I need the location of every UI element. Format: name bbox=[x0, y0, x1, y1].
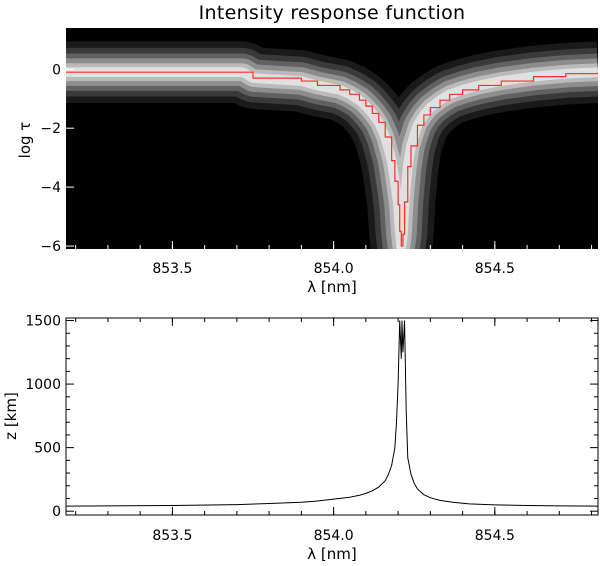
bottom-y-tick-label: 1000 bbox=[25, 377, 61, 393]
top-y-axis-label: log τ bbox=[16, 122, 34, 159]
bottom-x-tick-label: 854.0 bbox=[314, 528, 354, 544]
max-response-line bbox=[66, 71, 598, 247]
top-x-tick-label: 853.5 bbox=[152, 261, 192, 277]
bottom-y-tick-label: 1500 bbox=[25, 314, 61, 330]
height-panel: 853.5 854.0 854.5 0 500 1000 1500 λ [nm] z [k… bbox=[2, 314, 599, 563]
heatmap-background bbox=[66, 28, 598, 249]
bottom-x-tick-label: 854.5 bbox=[475, 528, 515, 544]
top-x-tick-label: 854.0 bbox=[314, 261, 354, 277]
top-x-axis: 853.5 854.0 854.5 bbox=[75, 241, 593, 277]
bottom-x-tick-label: 853.5 bbox=[152, 528, 192, 544]
top-y-tick-label: −2 bbox=[40, 121, 61, 137]
top-y-tick-label: −6 bbox=[40, 239, 61, 255]
bottom-y-axis-label: z [km] bbox=[2, 392, 20, 440]
top-x-axis-label: λ [nm] bbox=[307, 278, 356, 296]
chart-title: Intensity response function bbox=[199, 2, 466, 24]
top-y-tick-label: 0 bbox=[52, 62, 61, 78]
response-panel: Intensity response function 853.5 854.0 85… bbox=[16, 2, 598, 296]
height-series-group bbox=[66, 320, 598, 507]
bottom-y-axis: 0 500 1000 1500 bbox=[25, 314, 598, 520]
max-response-line-group bbox=[66, 71, 598, 247]
bottom-x-axis-label: λ [nm] bbox=[307, 545, 356, 563]
bottom-y-tick-label: 0 bbox=[52, 504, 61, 520]
bottom-y-tick-label: 500 bbox=[34, 441, 61, 457]
height-series-line bbox=[66, 320, 598, 507]
top-y-axis: 0 −2 −4 −6 bbox=[40, 62, 74, 255]
top-y-tick-label: −4 bbox=[40, 180, 61, 196]
bottom-plot-frame bbox=[65, 317, 599, 516]
bottom-x-axis: 853.5 854.0 854.5 bbox=[75, 318, 593, 544]
top-x-tick-label: 854.5 bbox=[475, 261, 515, 277]
